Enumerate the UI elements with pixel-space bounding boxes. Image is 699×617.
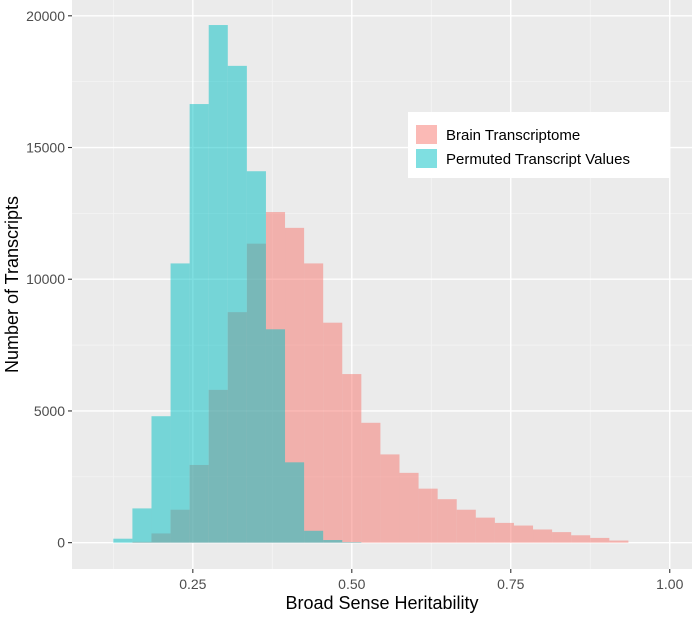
bar-permuted-transcript-values	[208, 25, 228, 543]
bar-permuted-transcript-values	[189, 104, 209, 543]
x-axis-title: Broad Sense Heritability	[285, 593, 478, 613]
x-axis-ticks: 0.25 0.50 0.75 1.00	[179, 569, 684, 592]
bar-brain-transcriptome	[399, 472, 419, 543]
bar-brain-transcriptome	[304, 263, 324, 543]
bar-brain-transcriptome	[571, 535, 591, 543]
bar-brain-transcriptome	[533, 529, 553, 543]
bar-brain-transcriptome	[323, 322, 343, 543]
y-tick-label: 10000	[26, 271, 65, 287]
bar-permuted-transcript-values	[113, 538, 133, 543]
bar-brain-transcriptome	[475, 517, 495, 543]
y-tick-label: 15000	[26, 140, 65, 156]
bar-permuted-transcript-values	[170, 263, 190, 543]
bar-brain-transcriptome	[361, 422, 381, 543]
bar-permuted-transcript-values	[323, 540, 343, 543]
bar-brain-transcriptome	[456, 509, 476, 543]
legend: Brain Transcriptome Permuted Transcript …	[408, 112, 670, 178]
y-tick-label: 20000	[26, 8, 65, 24]
bar-permuted-transcript-values	[304, 530, 324, 543]
bar-brain-transcriptome	[380, 454, 400, 543]
y-axis-title: Number of Transcripts	[2, 196, 22, 373]
legend-label-brain-transcriptome: Brain Transcriptome	[446, 127, 580, 144]
y-tick-label: 5000	[34, 403, 65, 419]
bar-brain-transcriptome	[342, 374, 362, 543]
bar-brain-transcriptome	[418, 488, 438, 543]
bar-permuted-transcript-values	[342, 542, 362, 543]
bar-permuted-transcript-values	[285, 462, 305, 543]
y-tick-label: 0	[57, 535, 65, 551]
x-tick-label: 0.50	[338, 576, 365, 592]
legend-background	[408, 112, 670, 178]
legend-label-permuted-transcript-values: Permuted Transcript Values	[446, 151, 630, 168]
bar-brain-transcriptome	[609, 540, 629, 543]
histogram-bars	[113, 25, 629, 543]
bar-brain-transcriptome	[590, 537, 610, 543]
bar-brain-transcriptome	[552, 532, 572, 543]
bar-permuted-transcript-values	[246, 171, 266, 543]
bar-brain-transcriptome	[437, 499, 457, 543]
x-tick-label: 1.00	[656, 576, 683, 592]
bar-brain-transcriptome	[494, 522, 514, 543]
bar-permuted-transcript-values	[132, 508, 152, 543]
x-tick-label: 0.75	[497, 576, 524, 592]
legend-key-brain-transcriptome	[416, 125, 437, 144]
y-axis-ticks: 0 5000 10000 15000 20000	[26, 8, 72, 551]
legend-key-permuted-transcript-values	[416, 149, 437, 168]
bar-brain-transcriptome	[513, 525, 534, 543]
bar-permuted-transcript-values	[151, 416, 171, 543]
x-tick-label: 0.25	[179, 576, 206, 592]
bar-permuted-transcript-values	[227, 65, 247, 543]
bar-permuted-transcript-values	[265, 329, 286, 543]
